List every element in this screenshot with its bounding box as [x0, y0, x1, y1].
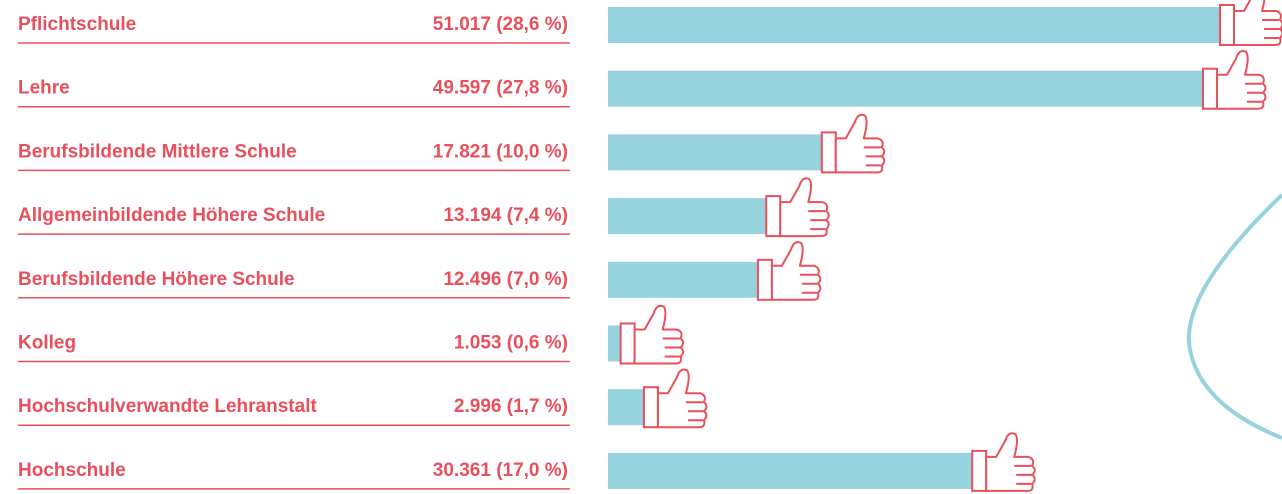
- thumb-cuff: [756, 258, 773, 301]
- thumb-cuff: [642, 386, 659, 429]
- category-label: Lehre: [18, 78, 70, 99]
- thumb-hand: [1215, 50, 1267, 110]
- value-label: 30.361 (17,0 %): [433, 460, 568, 481]
- thumb-icon: [765, 177, 830, 238]
- thumb-cuff: [765, 195, 782, 238]
- bar: [608, 134, 822, 171]
- value-label: 13.194 (7,4 %): [443, 205, 568, 226]
- category-label: Berufsbildende Mittlere Schule: [18, 141, 297, 162]
- value-label: 1.053 (0,6 %): [454, 333, 568, 354]
- category-label: Pflichtschule: [18, 14, 136, 35]
- bar: [608, 70, 1203, 107]
- thumb-hand: [770, 241, 822, 301]
- category-label: Allgemeinbildende Höhere Schule: [18, 205, 325, 226]
- thumb-hand: [779, 177, 830, 238]
- category-label: Kolleg: [18, 333, 76, 354]
- thumb-icon: [1201, 50, 1267, 110]
- thumb-cuff: [971, 449, 988, 492]
- bar: [608, 452, 973, 489]
- thumb-hand: [1233, 0, 1282, 46]
- thumb-hand: [656, 368, 708, 429]
- thumb-hand: [834, 113, 886, 174]
- thumb-cuff: [1201, 67, 1218, 110]
- category-label: Hochschule: [18, 460, 126, 481]
- bar: [608, 389, 644, 426]
- bar: [608, 7, 1220, 43]
- thumb-cuff: [1219, 4, 1235, 46]
- thumb-hand: [633, 304, 685, 365]
- value-label: 17.821 (10,0 %): [433, 141, 568, 162]
- value-label: 2.996 (1,7 %): [454, 396, 568, 417]
- thumb-icon: [756, 241, 822, 301]
- category-label: Hochschulverwandte Lehranstalt: [18, 396, 317, 417]
- thumb-icon: [619, 304, 685, 365]
- bar: [608, 325, 621, 362]
- thumb-icon: [820, 113, 886, 174]
- thumb-cuff: [820, 131, 837, 174]
- thumb-hand: [985, 432, 1036, 492]
- decor-curve: [1186, 193, 1282, 440]
- thumb-icon: [971, 432, 1036, 492]
- thumb-icon: [642, 368, 708, 429]
- value-label: 49.597 (27,8 %): [433, 78, 568, 99]
- bar: [608, 198, 767, 235]
- value-label: 12.496 (7,0 %): [443, 269, 568, 290]
- category-label: Berufsbildende Höhere Schule: [18, 269, 295, 290]
- value-label: 51.017 (28,6 %): [433, 14, 568, 35]
- bar: [608, 261, 758, 298]
- thumb-icon: [1219, 0, 1282, 46]
- thumb-cuff: [619, 322, 636, 365]
